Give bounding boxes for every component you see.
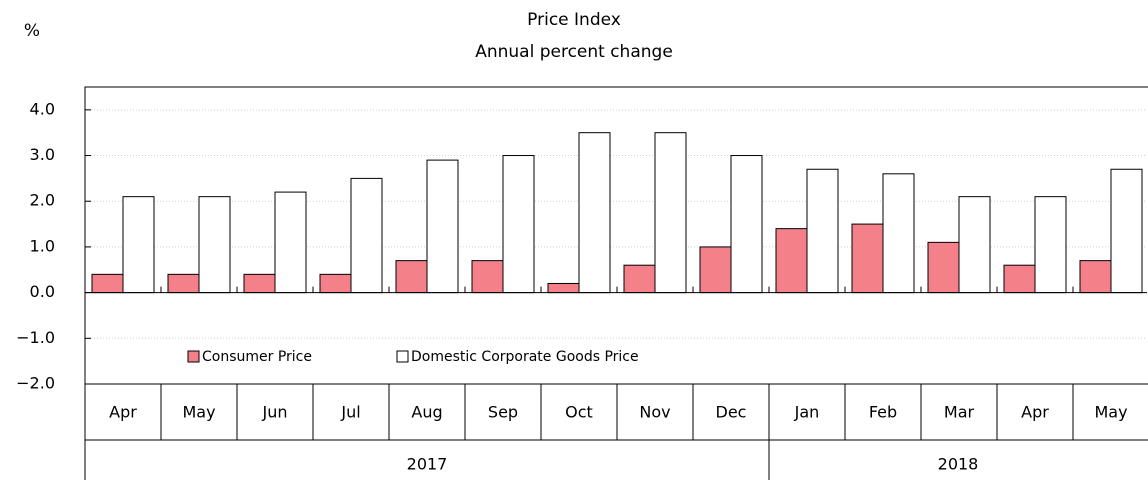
bar xyxy=(654,132,687,294)
legend-label: Consumer Price xyxy=(202,349,312,365)
legend-swatch xyxy=(187,350,200,363)
y-tick-label: 0.0 xyxy=(30,282,55,301)
bar xyxy=(395,260,428,294)
bar xyxy=(851,223,884,294)
x-tick-label: May xyxy=(1094,403,1127,422)
group-label: 2017 xyxy=(407,455,448,474)
x-tick-label: Apr xyxy=(1021,403,1049,422)
x-tick-label: Sep xyxy=(488,403,518,422)
y-tick-label: 4.0 xyxy=(30,99,55,118)
bar xyxy=(882,173,915,294)
bar xyxy=(1003,264,1036,294)
bar xyxy=(426,159,459,294)
bar xyxy=(958,196,991,294)
chart-subtitle: Annual percent change xyxy=(475,42,673,62)
y-tick-label: −1.0 xyxy=(16,328,55,347)
bar xyxy=(198,196,231,294)
group-label: 2018 xyxy=(938,455,979,474)
legend-label: Domestic Corporate Goods Price xyxy=(411,349,639,365)
x-tick-label: Oct xyxy=(565,403,593,422)
chart-title: Price Index xyxy=(527,10,621,30)
legend-swatch xyxy=(396,350,409,363)
y-tick-label: 3.0 xyxy=(30,145,55,164)
bar xyxy=(1110,168,1143,294)
x-tick-label: Nov xyxy=(639,403,670,422)
bar xyxy=(547,282,580,294)
y-tick-label: −2.0 xyxy=(16,374,55,393)
x-tick-label: Dec xyxy=(716,403,747,422)
bar xyxy=(502,155,535,294)
y-tick-label: 1.0 xyxy=(30,236,55,255)
bar xyxy=(1034,196,1067,294)
x-tick-label: Apr xyxy=(109,403,137,422)
bar xyxy=(927,241,960,294)
bar xyxy=(1079,260,1112,294)
bar xyxy=(578,132,611,294)
y-tick-label: 2.0 xyxy=(30,191,55,210)
bar xyxy=(471,260,504,294)
bar xyxy=(699,246,732,294)
unit-label: % xyxy=(24,21,40,41)
bar xyxy=(122,196,155,294)
x-tick-label: Feb xyxy=(869,403,897,422)
bar xyxy=(806,168,839,294)
bar xyxy=(319,273,352,294)
bar xyxy=(243,273,276,294)
bar xyxy=(274,191,307,294)
x-tick-label: Aug xyxy=(411,403,442,422)
bar xyxy=(350,177,383,294)
bar xyxy=(623,264,656,294)
bar xyxy=(91,273,124,294)
x-tick-label: Jun xyxy=(262,403,288,422)
x-tick-label: May xyxy=(182,403,215,422)
plot-frame xyxy=(84,86,1148,385)
bar xyxy=(775,228,808,294)
bar xyxy=(730,155,763,294)
bar xyxy=(167,273,200,294)
x-tick-label: Jul xyxy=(340,403,360,422)
x-tick-label: Mar xyxy=(944,403,975,422)
x-tick-label: Jan xyxy=(794,403,820,422)
